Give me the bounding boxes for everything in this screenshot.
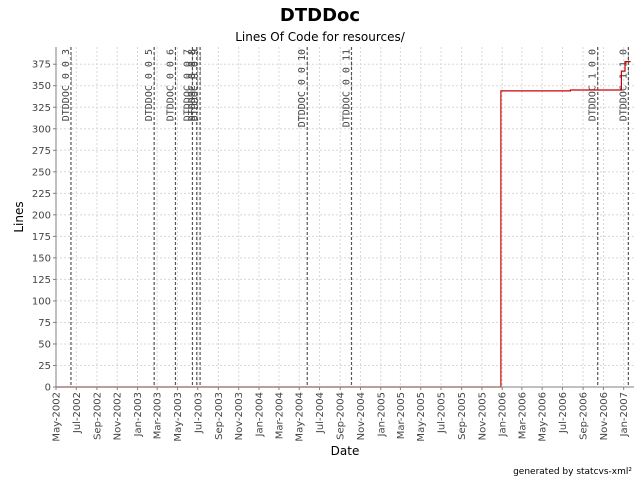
- release-marker-label: DTDDOC_0_0_6: [165, 49, 176, 121]
- release-marker-label: DTDDOC_0_0_9: [190, 49, 201, 121]
- x-tick-label: Mar-2006: [517, 392, 528, 439]
- x-tick-label: Nov-2005: [477, 392, 488, 440]
- release-marker-label: DTDDOC_1_1_0: [618, 49, 629, 121]
- release-marker-label: DTDDOC_0_0_7: [182, 49, 193, 121]
- y-tick-label: 250: [32, 167, 51, 178]
- x-tick-label: May-2006: [538, 392, 549, 442]
- release-marker-label: DTDDOC_0_0_11: [341, 49, 352, 127]
- x-ticks: May-2002 Jul-2002 Sep-2002 Nov-2002 Jan-2003…: [52, 387, 630, 442]
- x-tick-label: Jan-2003: [133, 392, 144, 437]
- y-ticks: 0 25 50 75 100 125 150 175 200 225 250 275 300 325 350…: [32, 60, 56, 394]
- x-tick-label: May-2003: [173, 392, 184, 442]
- x-tick-label: Jul-2006: [558, 392, 569, 434]
- y-tick-label: 125: [32, 275, 51, 286]
- x-tick-label: Sep-2002: [92, 392, 103, 440]
- y-tick-label: 50: [38, 339, 51, 350]
- y-axis-label: Lines: [12, 201, 26, 232]
- release-marker-label: DTDDOC_0_0_3: [61, 49, 72, 121]
- x-tick-label: Jul-2002: [72, 392, 83, 434]
- x-tick-label: Nov-2003: [234, 392, 245, 440]
- release-marker-label: DTDDOC_0_0_10: [297, 49, 308, 127]
- series-line: [56, 60, 631, 388]
- y-tick-label: 25: [38, 361, 51, 372]
- y-tick-label: 100: [32, 296, 51, 307]
- x-axis-label: Date: [331, 444, 360, 458]
- y-tick-label: 200: [32, 210, 51, 221]
- y-tick-label: 275: [32, 146, 51, 157]
- x-tick-label: Jul-2005: [437, 392, 448, 434]
- gridlines: [55, 47, 634, 387]
- x-tick-label: Mar-2003: [153, 392, 164, 439]
- release-marker-label: DTDDOC_1_0_0: [588, 49, 599, 121]
- chart-subtitle: Lines Of Code for resources/: [235, 30, 406, 44]
- plot-area: [56, 47, 634, 387]
- chart-title: DTDDoc: [280, 5, 360, 26]
- x-tick-label: Jan-2004: [254, 392, 265, 437]
- x-tick-label: Mar-2004: [274, 392, 285, 439]
- x-tick-label: Mar-2005: [396, 392, 407, 439]
- y-tick-label: 350: [32, 81, 51, 92]
- release-marker-label: DTDDOC_0_0_5: [144, 49, 155, 121]
- release-markers: DTDDOC_0_0_3 DTDDOC_0_0_5 DTDDOC_0_0_6 DTDD…: [61, 47, 629, 387]
- x-tick-label: Jan-2005: [376, 392, 387, 437]
- x-tick-label: Jan-2006: [498, 392, 509, 437]
- x-tick-label: May-2002: [52, 392, 63, 442]
- y-tick-label: 175: [32, 232, 51, 243]
- x-tick-label: Jul-2003: [193, 392, 204, 434]
- y-tick-label: 225: [32, 189, 51, 200]
- x-tick-label: Sep-2005: [457, 392, 468, 440]
- series-layer: [56, 60, 631, 388]
- release-marker-label: DTDDOC_0_0_8: [187, 49, 198, 121]
- x-tick-label: Nov-2006: [599, 392, 610, 440]
- x-tick-label: Sep-2006: [579, 392, 590, 440]
- y-tick-label: 300: [32, 124, 51, 135]
- x-tick-label: Nov-2004: [356, 392, 367, 440]
- x-tick-label: Jan-2007: [619, 392, 630, 437]
- generator-credit: generated by statcvs-xml²: [513, 467, 632, 477]
- x-tick-label: Nov-2002: [113, 392, 124, 440]
- y-tick-label: 150: [32, 253, 51, 264]
- y-tick-label: 375: [32, 60, 51, 71]
- y-tick-label: 325: [32, 103, 51, 114]
- x-tick-label: Sep-2003: [214, 392, 225, 440]
- x-tick-label: May-2004: [295, 392, 306, 442]
- y-tick-label: 0: [45, 383, 51, 394]
- x-tick-label: May-2005: [416, 392, 427, 442]
- x-tick-label: Jul-2004: [315, 392, 326, 434]
- x-tick-label: Sep-2004: [336, 392, 347, 440]
- y-tick-label: 75: [38, 318, 51, 329]
